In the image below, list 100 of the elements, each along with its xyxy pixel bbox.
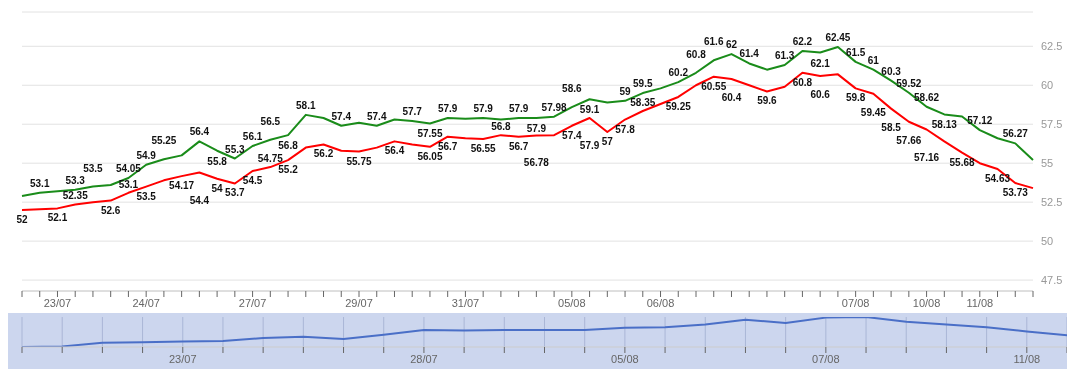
data-label: 56.8 bbox=[491, 121, 512, 133]
data-label: 59.8 bbox=[845, 92, 866, 104]
data-label: 59 bbox=[619, 85, 632, 97]
data-label: 61.3 bbox=[774, 49, 795, 61]
data-label: 60.2 bbox=[668, 67, 689, 79]
data-label: 57.4 bbox=[367, 110, 387, 122]
data-label: 60.8 bbox=[686, 48, 707, 60]
data-label: 57.9 bbox=[579, 139, 600, 151]
x-tick-label: 07/08 bbox=[841, 296, 870, 309]
data-label: 57.12 bbox=[967, 115, 993, 127]
data-label: 53.1 bbox=[118, 178, 139, 190]
x-tick-label: 11/08 bbox=[966, 296, 994, 309]
data-label: 54.63 bbox=[985, 172, 1011, 184]
data-label: 55.3 bbox=[225, 143, 246, 155]
data-label: 56.27 bbox=[1002, 128, 1029, 140]
data-label: 55.75 bbox=[346, 155, 372, 167]
data-label: 56.4 bbox=[384, 145, 405, 157]
y-tick-label: 57.5 bbox=[1041, 118, 1063, 131]
data-label: 61 bbox=[867, 54, 880, 66]
x-tick-label: 23/07 bbox=[43, 296, 72, 309]
x-tick-label: 31/07 bbox=[451, 296, 480, 309]
data-label: 58.35 bbox=[630, 96, 656, 108]
data-label: 57.9 bbox=[473, 102, 494, 114]
x-tick-label: 27/07 bbox=[238, 296, 267, 309]
data-label: 56.05 bbox=[417, 150, 443, 162]
data-label: 54 bbox=[211, 182, 224, 194]
data-label: 59.45 bbox=[860, 106, 887, 118]
data-label: 54.17 bbox=[169, 180, 195, 192]
data-label: 56.55 bbox=[470, 143, 497, 155]
data-label: 54.75 bbox=[257, 153, 284, 165]
data-label: 58.6 bbox=[562, 83, 583, 95]
data-label: 56.78 bbox=[523, 157, 550, 169]
x-tick-label: 10/08 bbox=[912, 296, 941, 309]
data-label: 57.4 bbox=[562, 129, 583, 141]
x-tick-label: 28/07 bbox=[410, 352, 438, 365]
x-tick-label: 07/08 bbox=[812, 352, 840, 365]
data-label: 60.4 bbox=[721, 92, 742, 104]
data-label: 62.1 bbox=[810, 57, 831, 69]
data-label: 58.13 bbox=[931, 119, 958, 131]
data-label: 55.8 bbox=[207, 155, 228, 167]
data-label: 57 bbox=[601, 136, 614, 148]
data-label: 62.45 bbox=[825, 32, 851, 44]
data-label: 59.1 bbox=[579, 104, 600, 116]
data-label: 61.4 bbox=[739, 48, 760, 60]
data-label: 55.25 bbox=[151, 135, 177, 147]
data-label: 57.8 bbox=[615, 123, 636, 135]
data-label: 56.1 bbox=[242, 131, 263, 143]
data-label: 52.6 bbox=[100, 204, 121, 216]
data-label: 56.7 bbox=[437, 140, 458, 152]
y-tick-label: 62.5 bbox=[1041, 40, 1063, 53]
data-label: 58.62 bbox=[914, 91, 940, 103]
data-label: 62.2 bbox=[792, 35, 813, 47]
data-label: 53.5 bbox=[83, 162, 104, 174]
data-label: 56.8 bbox=[278, 140, 299, 152]
data-label: 53.1 bbox=[30, 177, 50, 189]
x-tick-label: 05/08 bbox=[611, 352, 639, 365]
x-tick-label: 24/07 bbox=[132, 296, 160, 309]
data-label: 57.16 bbox=[914, 151, 940, 163]
data-label: 57.9 bbox=[508, 102, 529, 114]
x-tick-label: 11/08 bbox=[1013, 352, 1041, 365]
data-label: 61.6 bbox=[704, 36, 724, 48]
data-label: 56.2 bbox=[313, 148, 334, 160]
y-tick-label: 52.5 bbox=[1041, 196, 1063, 209]
y-tick-label: 47.5 bbox=[1041, 273, 1063, 286]
data-label: 60.6 bbox=[810, 88, 831, 100]
y-tick-label: 50 bbox=[1041, 235, 1054, 248]
y-tick-label: 55 bbox=[1041, 157, 1054, 170]
data-label: 59.25 bbox=[665, 100, 692, 112]
data-label: 59.52 bbox=[896, 77, 922, 89]
data-label: 57.55 bbox=[417, 128, 443, 140]
data-label: 56.7 bbox=[508, 140, 529, 152]
data-label: 53.3 bbox=[65, 174, 86, 186]
data-label: 58.1 bbox=[296, 99, 316, 111]
data-label: 57.66 bbox=[896, 134, 922, 146]
y-tick-label: 60 bbox=[1041, 79, 1054, 92]
data-label: 52 bbox=[16, 213, 28, 225]
data-label: 59.5 bbox=[633, 78, 653, 90]
data-label: 60.3 bbox=[881, 65, 902, 77]
data-label: 56.5 bbox=[260, 115, 281, 127]
data-label: 53.7 bbox=[225, 187, 246, 199]
data-label: 52.35 bbox=[62, 190, 89, 202]
data-label: 57.9 bbox=[526, 122, 547, 134]
data-label: 54.4 bbox=[189, 194, 210, 206]
data-label: 57.9 bbox=[437, 102, 458, 114]
data-label: 61.5 bbox=[845, 46, 866, 58]
data-label: 62 bbox=[725, 39, 738, 51]
data-label: 60.8 bbox=[792, 76, 813, 88]
data-label: 54.05 bbox=[115, 163, 142, 174]
data-label: 55.2 bbox=[278, 164, 299, 176]
x-tick-label: 29/07 bbox=[345, 296, 373, 309]
data-label: 60.55 bbox=[701, 80, 727, 92]
data-label: 54.9 bbox=[136, 149, 157, 161]
x-tick-label: 06/08 bbox=[646, 296, 675, 309]
data-label: 56.4 bbox=[189, 126, 210, 138]
data-label: 53.5 bbox=[136, 190, 157, 202]
data-label: 52.1 bbox=[47, 212, 68, 224]
data-label: 55.68 bbox=[949, 156, 975, 168]
data-label: 59.6 bbox=[757, 95, 778, 107]
data-label: 57.7 bbox=[402, 106, 423, 118]
x-tick-label: 23/07 bbox=[169, 352, 197, 365]
